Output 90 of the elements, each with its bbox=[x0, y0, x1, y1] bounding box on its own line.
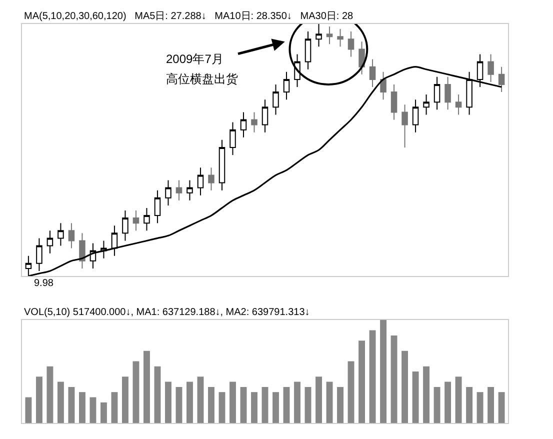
bar bbox=[390, 335, 398, 423]
bar bbox=[36, 376, 42, 423]
candlestick bbox=[208, 167, 214, 191]
candlestick bbox=[144, 207, 150, 232]
bar bbox=[348, 361, 354, 423]
bar bbox=[369, 330, 376, 423]
bar bbox=[165, 382, 172, 423]
candlestick bbox=[380, 71, 386, 100]
bar bbox=[337, 386, 344, 423]
bar bbox=[25, 397, 32, 423]
bar bbox=[488, 386, 494, 423]
annotation: 2009年7月 bbox=[166, 52, 224, 66]
candlestick bbox=[230, 122, 236, 156]
bar bbox=[100, 402, 107, 423]
bar bbox=[230, 382, 236, 423]
bar bbox=[218, 392, 226, 423]
bar bbox=[90, 397, 96, 423]
candlestick bbox=[434, 76, 440, 110]
candlestick bbox=[122, 210, 128, 242]
candlestick bbox=[390, 84, 398, 120]
candlestick bbox=[154, 190, 161, 224]
text: VOL(5,10) 517400.000↓, MA1: 637129.188↓, MA2: 639791.313↓ bbox=[24, 307, 310, 318]
bar bbox=[326, 382, 333, 423]
bar bbox=[78, 392, 86, 423]
bar bbox=[476, 392, 484, 423]
bar bbox=[304, 386, 312, 423]
bar bbox=[197, 376, 204, 423]
bar bbox=[380, 320, 386, 423]
bar bbox=[434, 386, 440, 423]
bar bbox=[444, 382, 452, 423]
candlestick bbox=[68, 222, 75, 249]
candlestick bbox=[111, 225, 118, 256]
bar bbox=[176, 386, 182, 423]
candlestick bbox=[36, 238, 42, 272]
text: 9.98 bbox=[34, 278, 54, 289]
candlestick bbox=[455, 94, 462, 116]
bar bbox=[498, 392, 505, 423]
bar bbox=[154, 366, 161, 423]
bar bbox=[262, 386, 268, 423]
candlestick bbox=[466, 71, 472, 116]
candlestick bbox=[218, 139, 226, 191]
bar bbox=[358, 340, 365, 423]
candlestick bbox=[79, 232, 86, 269]
candlestick bbox=[337, 28, 344, 48]
candlestick bbox=[412, 99, 419, 133]
candlestick bbox=[498, 66, 505, 93]
candlestick bbox=[186, 180, 193, 201]
bar bbox=[283, 386, 290, 423]
candlestick bbox=[369, 58, 376, 88]
candlestick bbox=[132, 210, 140, 232]
candlestick bbox=[251, 112, 258, 133]
candlestick bbox=[402, 104, 408, 148]
bar bbox=[294, 382, 300, 423]
candlestick bbox=[316, 24, 322, 48]
bar bbox=[316, 376, 322, 423]
candlestick bbox=[58, 222, 64, 246]
bar bbox=[186, 382, 193, 423]
bar bbox=[208, 386, 214, 423]
candlestick bbox=[423, 94, 430, 116]
candlestick bbox=[46, 230, 54, 254]
bar bbox=[111, 392, 118, 423]
candlestick bbox=[262, 99, 268, 133]
bar bbox=[132, 361, 140, 423]
candlestick bbox=[488, 54, 494, 82]
candlestick bbox=[358, 41, 365, 75]
candlestick bbox=[304, 31, 312, 70]
candlestick bbox=[272, 84, 279, 116]
bar bbox=[240, 386, 247, 423]
bar bbox=[144, 350, 150, 423]
candlestick bbox=[348, 31, 354, 58]
bar bbox=[46, 366, 54, 423]
bar bbox=[272, 392, 279, 423]
bar bbox=[423, 366, 430, 423]
candlestick bbox=[283, 71, 290, 100]
candlestick bbox=[444, 76, 451, 110]
candlestick bbox=[240, 112, 247, 138]
annotation: 高位横盘出货 bbox=[166, 72, 238, 86]
bar bbox=[251, 392, 258, 423]
bar bbox=[122, 376, 128, 423]
bar bbox=[57, 382, 64, 423]
bar bbox=[68, 386, 75, 423]
candlestick bbox=[165, 180, 172, 206]
candlestick bbox=[326, 26, 333, 45]
bar bbox=[412, 372, 419, 423]
text: MA(5,10,20,30,60,120) MA5日: 27.288↓ MA10日: 28.350↓ MA30日: 28 bbox=[24, 11, 354, 22]
bar bbox=[455, 376, 462, 423]
bar bbox=[466, 386, 473, 423]
candlestick bbox=[197, 167, 204, 196]
bar bbox=[402, 350, 408, 423]
candlestick bbox=[176, 180, 182, 201]
